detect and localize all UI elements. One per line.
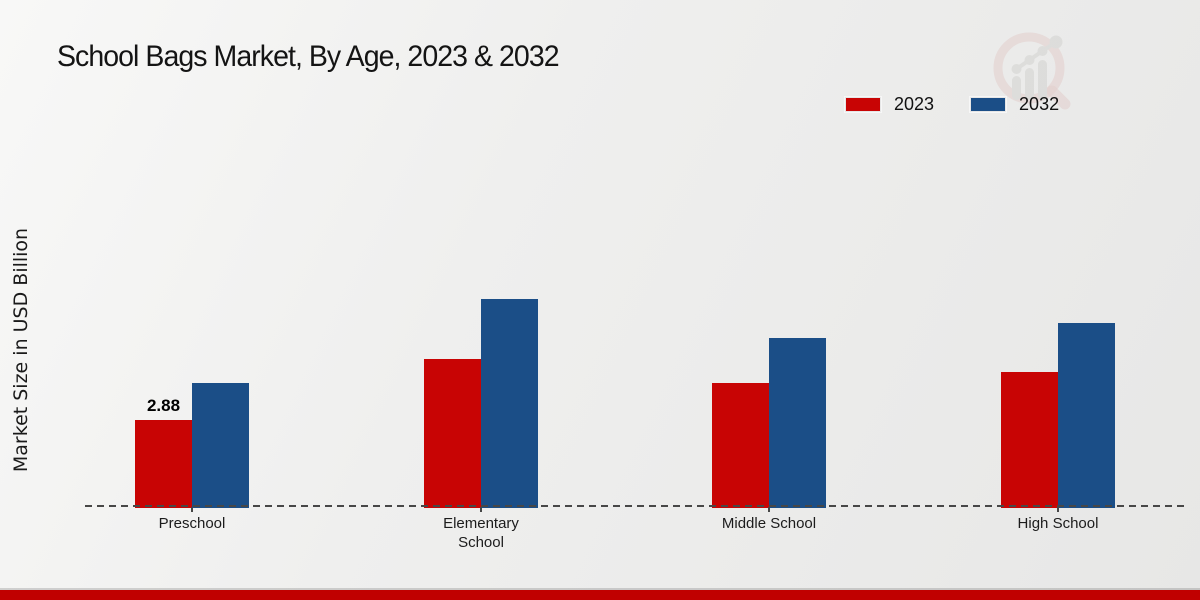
x-axis-tick-elementary-school	[480, 507, 482, 512]
bar-2032-preschool	[192, 383, 249, 508]
legend-swatch-2032	[970, 97, 1007, 112]
bar-2032-high-school	[1058, 323, 1115, 508]
x-axis-label-preschool: Preschool	[158, 515, 226, 532]
market-research-watermark-logo	[993, 32, 1071, 110]
x-axis-tick-high-school	[1057, 507, 1059, 512]
x-axis-label-high-school: High School	[1017, 515, 1099, 532]
x-axis-tick-preschool	[191, 507, 193, 512]
legend-label-2023: 2023	[894, 94, 935, 114]
x-axis-dashed-baseline	[85, 505, 1185, 507]
x-axis-label-middle-school: Middle School	[721, 515, 817, 532]
legend: 2023 2032	[845, 94, 1059, 115]
x-axis-label-elementary-school: Elementary School	[443, 515, 519, 551]
x-axis-tick-middle-school	[768, 507, 770, 512]
legend-swatch-2023	[845, 97, 881, 112]
footer-divider	[0, 588, 1200, 590]
legend-item-2023: 2023	[845, 94, 934, 115]
legend-item-2032: 2032	[970, 94, 1059, 115]
legend-label-2032: 2032	[1019, 94, 1060, 114]
bar-2032-elementary-school	[481, 299, 538, 508]
bar-value-label: 2.88	[146, 396, 181, 415]
bar-2032-middle-school	[769, 338, 826, 508]
footer-stripe	[0, 590, 1200, 600]
bar-2023-high-school	[1001, 372, 1058, 508]
bar-2023-middle-school	[712, 383, 769, 508]
bar-2023-elementary-school	[424, 359, 481, 508]
chart-title: School Bags Market, By Age, 2023 & 2032	[57, 40, 560, 73]
bar-2023-preschool	[135, 420, 192, 508]
